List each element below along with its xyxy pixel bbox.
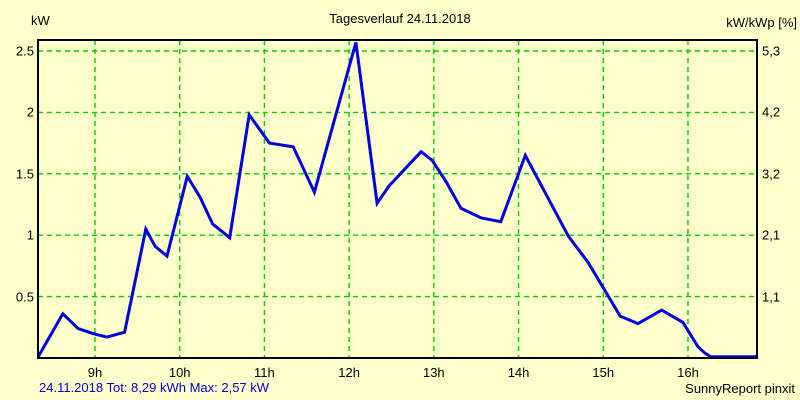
- power-curve: [36, 41, 757, 359]
- summary-text: 24.11.2018 Tot: 8,29 kWh Max: 2,57 kW: [39, 380, 270, 395]
- x-axis-tick: 10h: [168, 365, 191, 380]
- y-axis-tick-right: 1,1: [762, 289, 781, 305]
- plot-frame: [37, 39, 758, 359]
- y-axis-tick-right: 5,3: [762, 43, 781, 59]
- x-axis-tick: 12h: [338, 365, 360, 380]
- y-axis-tick-left: 1: [26, 227, 34, 243]
- report-credit-text: SunnyReport pinxit: [685, 381, 795, 396]
- x-axis-tick: 13h: [422, 365, 445, 380]
- y-axis-tick-left: 1.5: [15, 166, 34, 182]
- y-axis-tick-left: 2.5: [15, 43, 34, 59]
- x-axis-tick: 15h: [592, 365, 615, 380]
- left-axis-unit-label: kW: [31, 13, 50, 28]
- y-axis-tick-left: 0.5: [15, 289, 34, 305]
- y-axis-tick-right: 2,1: [762, 227, 781, 243]
- y-axis-tick-right: 3,2: [762, 166, 781, 182]
- right-axis-unit-label: kW/kWp [%]: [726, 15, 797, 30]
- x-axis-tick: 11h: [254, 365, 275, 380]
- y-axis-tick-right: 4,2: [762, 104, 781, 120]
- y-axis-tick-left: 2: [26, 104, 34, 120]
- x-axis-tick: 14h: [507, 365, 530, 380]
- chart-title: Tagesverlauf 24.11.2018: [329, 11, 471, 26]
- x-axis-tick: 9h: [87, 365, 103, 380]
- x-axis-tick: 16h: [677, 365, 699, 380]
- grid-lines: [38, 40, 757, 358]
